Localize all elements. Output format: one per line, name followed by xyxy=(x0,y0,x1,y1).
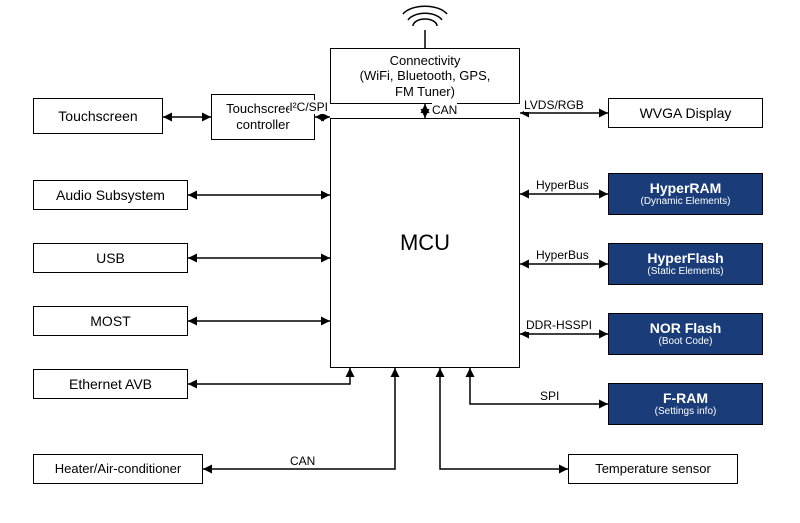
hyperflash-block: HyperFlash (Static Elements) xyxy=(608,243,763,285)
fram-title: F-RAM xyxy=(663,390,708,407)
nor-title: NOR Flash xyxy=(650,320,722,337)
audio-label: Audio Subsystem xyxy=(56,187,165,204)
temperature-block: Temperature sensor xyxy=(568,454,738,484)
usb-label: USB xyxy=(96,250,125,267)
hvac-label: Heater/Air-conditioner xyxy=(55,461,181,477)
most-label: MOST xyxy=(90,313,130,330)
mcu-block: MCU xyxy=(330,118,520,368)
most-block: MOST xyxy=(33,306,188,336)
label-ddr: DDR-HSSPI xyxy=(526,318,592,332)
touchscreen-block: Touchscreen xyxy=(33,98,163,134)
nor-sub: (Boot Code) xyxy=(659,336,713,348)
connectivity-l3: FM Tuner) xyxy=(395,84,455,99)
label-hbus2: HyperBus xyxy=(536,248,589,262)
connectivity-block: Connectivity (WiFi, Bluetooth, GPS, FM T… xyxy=(330,48,520,104)
label-i2cspi: I²C/SPI xyxy=(289,100,328,114)
fram-block: F-RAM (Settings info) xyxy=(608,383,763,425)
usb-block: USB xyxy=(33,243,188,273)
fram-sub: (Settings info) xyxy=(655,406,717,418)
touchscreen-label: Touchscreen xyxy=(58,108,137,125)
wvga-block: WVGA Display xyxy=(608,98,763,128)
audio-block: Audio Subsystem xyxy=(33,180,188,210)
hram-sub: (Dynamic Elements) xyxy=(640,196,730,208)
label-can-top: CAN xyxy=(432,103,457,117)
label-lvds: LVDS/RGB xyxy=(524,98,584,112)
wvga-label: WVGA Display xyxy=(640,105,732,122)
hram-title: HyperRAM xyxy=(650,180,722,197)
hflash-title: HyperFlash xyxy=(647,250,723,267)
touchctrl-l2: controller xyxy=(236,117,289,132)
label-spi: SPI xyxy=(540,389,559,403)
eth-label: Ethernet AVB xyxy=(69,376,152,393)
hflash-sub: (Static Elements) xyxy=(647,266,723,278)
hvac-block: Heater/Air-conditioner xyxy=(33,454,203,484)
mcu-label: MCU xyxy=(400,230,450,256)
connectivity-l2: (WiFi, Bluetooth, GPS, xyxy=(360,68,491,83)
label-can-bot: CAN xyxy=(290,454,315,468)
label-hbus1: HyperBus xyxy=(536,178,589,192)
connectivity-l1: Connectivity xyxy=(390,53,461,68)
hyperram-block: HyperRAM (Dynamic Elements) xyxy=(608,173,763,215)
ethernet-block: Ethernet AVB xyxy=(33,369,188,399)
temp-label: Temperature sensor xyxy=(595,461,711,477)
norflash-block: NOR Flash (Boot Code) xyxy=(608,313,763,355)
